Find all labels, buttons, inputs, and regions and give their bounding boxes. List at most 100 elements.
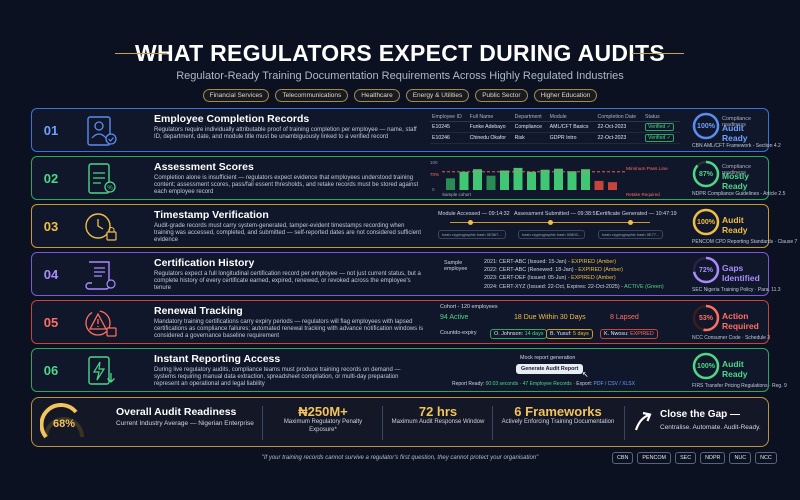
score-bar	[459, 171, 469, 190]
gauge-label: Compliance readiness	[722, 116, 752, 128]
row-number: 03	[43, 218, 59, 234]
ready-label: Report Ready:	[452, 381, 485, 387]
report-status-line: Report Ready: 00:03 seconds · 47 Employe…	[452, 381, 635, 387]
entry-status: ACTIVE (Green)	[624, 283, 664, 290]
tag-financial-services[interactable]: Financial Services	[202, 89, 270, 102]
entry-text: 2022: CERT-ABC (Renewed: 18-Jan) -	[484, 267, 579, 274]
row-title: Renewal Tracking	[154, 305, 243, 317]
countdown-chip: O. Johnson: 14 days	[490, 329, 548, 339]
cell: E10246	[430, 132, 468, 144]
countdown-chip: K. Nwosu: EXPIRED	[600, 329, 658, 339]
mock-label: Mock report generation	[520, 355, 576, 361]
entry-status: EXPIRED (Amber)	[571, 259, 617, 265]
title-rule-left	[115, 53, 167, 54]
history-entry: 2023: CERT-DEF (Issued: 05-Jun) - EXPIRE…	[484, 274, 664, 282]
gauge-value: 100%	[697, 123, 715, 130]
employee-records-table: Employee ID Full Name Department Module …	[430, 112, 680, 150]
hash-chip: hash cryptographic hash 00800...	[518, 230, 586, 239]
cell: 22-Oct-2023	[595, 132, 644, 144]
regulator-badges: CBN PENCOM SEC NDPR NUC NCC	[612, 452, 777, 464]
lightning-report-icon	[88, 356, 115, 385]
stat-response-window: 72 hrs Maximum Audit Response Window	[388, 404, 488, 427]
export-label: Export:	[576, 381, 593, 387]
verified-badge: Verified ✓	[645, 123, 675, 131]
export-formats[interactable]: PDF / CSV / XLSX	[593, 381, 635, 387]
page-title: WHAT REGULATORS EXPECT DURING AUDITS	[134, 40, 665, 66]
row-number: 06	[43, 362, 59, 378]
timeline-event: Module Accessed — 09:14:32	[438, 211, 510, 217]
entry-text: 2023: CERT-DEF (Issued: 05-Jun) -	[484, 275, 572, 282]
summary-banner: 68% Overall Audit Readiness Current Indu…	[31, 397, 769, 447]
score-bar	[594, 180, 604, 190]
gauge-value: 100%	[697, 363, 715, 370]
tag-public-sector[interactable]: Public Sector	[475, 89, 528, 102]
divider	[492, 406, 493, 440]
regulation-reference: CBN AML/CFT Framework - Section 4.2	[692, 143, 781, 149]
hash-chip: hash cryptographic hash 0E567...	[438, 230, 506, 239]
row-number: 01	[43, 122, 59, 138]
col-employee-id: Employee ID	[430, 112, 468, 122]
readiness-gauge	[692, 112, 720, 140]
timeline-event: Assessment Submitted — 09:38:51	[514, 211, 599, 217]
cell: Verified ✓	[643, 132, 680, 144]
gauge-value: 100%	[697, 219, 715, 226]
regulator-badge-ncc[interactable]: NCC	[755, 452, 777, 464]
regulator-badge-nuc[interactable]: NUC	[729, 452, 752, 464]
upward-arrow-icon	[634, 411, 652, 431]
regulation-reference: NDPR Compliance Guidelines - Article 2.5	[692, 191, 786, 197]
score-bar	[567, 171, 577, 190]
status-label: Audit Ready	[722, 215, 748, 235]
timestamp-timeline: Module Accessed — 09:14:32 Assessment Su…	[430, 208, 680, 246]
tag-telecommunications[interactable]: Telecommunications	[275, 89, 349, 102]
regulator-badge-pencom[interactable]: PENCOM	[637, 452, 672, 464]
history-entry: 2022: CERT-ABC (Renewed: 18-Jan) - EXPIR…	[484, 266, 664, 274]
record-count: · 47 Employee Records ·	[519, 381, 575, 387]
stat-desc: Maximum Regulatory Penalty Exposure*	[283, 419, 363, 433]
stat-desc: Maximum Audit Response Window	[391, 419, 485, 425]
overall-readiness-gauge	[40, 403, 84, 439]
id-badge-icon	[87, 116, 117, 146]
history-entry: 2021: CERT-ABC (Issued: 15-Jan) - EXPIRE…	[484, 258, 664, 266]
y-tick-top: 100	[430, 160, 438, 165]
verified-badge: Verified ✓	[645, 134, 675, 142]
overall-readiness-value: 68%	[52, 418, 76, 430]
row-certification-history: 04 Certification History Regulators expe…	[31, 252, 781, 296]
assessment-bar-chart: 100 70% 0 Minimum Pass Line Sample cohor…	[430, 160, 680, 198]
lapsed-count: 8 Lapsed	[610, 314, 639, 321]
countdown-chip: B. Yusuf: 5 days	[546, 329, 593, 339]
stat-frameworks: 6 Frameworks Actively Enforcing Training …	[498, 404, 618, 427]
score-bar	[513, 167, 523, 190]
tag-energy-utilities[interactable]: Energy & Utilities	[405, 89, 470, 102]
timeline-node	[628, 220, 633, 225]
stat-value: ₦250M+	[298, 404, 348, 419]
regulator-badge-cbn[interactable]: CBN	[612, 452, 634, 464]
regulator-badge-sec[interactable]: SEC	[675, 452, 697, 464]
entry-status: EXPIRED (Amber)	[571, 275, 616, 282]
page-subtitle: Regulator-Ready Training Documentation R…	[176, 70, 624, 82]
regulator-badge-ndpr[interactable]: NDPR	[700, 452, 726, 464]
readiness-gauge	[692, 160, 720, 188]
stat-penalty: ₦250M+ Maximum Regulatory Penalty Exposur…	[270, 404, 376, 434]
regulation-reference: PENCOM CPD Reporting Standards · Clause …	[692, 239, 798, 245]
generate-report-button[interactable]: Generate Audit Report	[516, 364, 584, 374]
sample-employee-label: Sample employee	[444, 260, 468, 272]
score-bar	[486, 175, 496, 190]
summary-subtitle: Current Industry Average — Nigerian Ente…	[116, 420, 254, 427]
gauge-value: 72%	[698, 267, 713, 274]
score-bar	[554, 168, 563, 190]
footer-quote: "If your training records cannot survive…	[261, 455, 539, 461]
hash-chip: hash cryptographic hash 0E77...	[598, 230, 664, 239]
gauge-label: Compliance readiness	[722, 164, 752, 176]
industry-tags: Financial Services Telecommunications He…	[0, 89, 800, 102]
tag-healthcare[interactable]: Healthcare	[354, 89, 400, 102]
score-bar	[473, 169, 482, 190]
stat-desc: Actively Enforcing Training Documentatio…	[501, 419, 615, 425]
tag-higher-education[interactable]: Higher Education	[533, 89, 598, 102]
report-generator: Mock report generation Generate Audit Re…	[430, 352, 680, 390]
ready-time: 00:03 seconds	[485, 381, 519, 387]
score-bar	[500, 170, 509, 190]
timeline-event: Certificate Generated — 10:47:19	[596, 211, 677, 217]
row-timestamp-verification: 03 Timestamp Verification Audit-grade re…	[31, 204, 798, 248]
row-number: 04	[43, 266, 59, 282]
row-number: 02	[43, 170, 59, 186]
